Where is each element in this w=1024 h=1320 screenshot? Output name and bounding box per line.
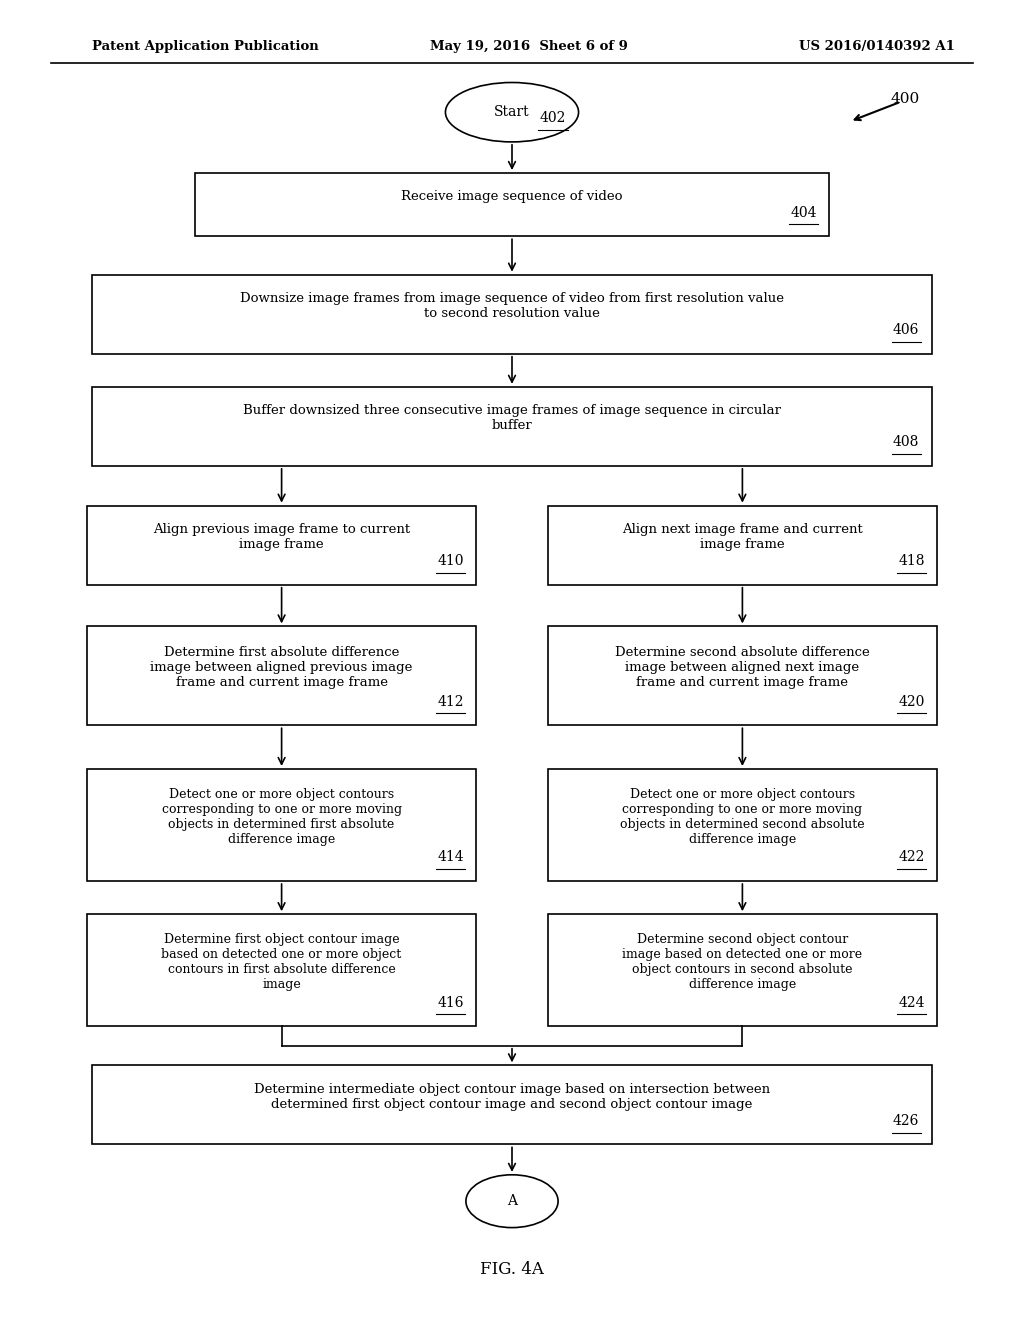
Text: 426: 426 <box>893 1114 920 1127</box>
Text: Determine intermediate object contour image based on intersection between
determ: Determine intermediate object contour im… <box>254 1082 770 1111</box>
Text: 418: 418 <box>898 554 925 568</box>
Text: 414: 414 <box>437 850 464 865</box>
Text: Patent Application Publication: Patent Application Publication <box>92 40 318 53</box>
Text: Align next image frame and current
image frame: Align next image frame and current image… <box>622 523 863 552</box>
Text: 410: 410 <box>437 554 464 568</box>
Text: A: A <box>507 1195 517 1208</box>
Text: 402: 402 <box>540 111 566 125</box>
Text: US 2016/0140392 A1: US 2016/0140392 A1 <box>799 40 954 53</box>
Text: 420: 420 <box>898 694 925 709</box>
Text: Downsize image frames from image sequence of video from first resolution value
t: Downsize image frames from image sequenc… <box>240 292 784 321</box>
Text: May 19, 2016  Sheet 6 of 9: May 19, 2016 Sheet 6 of 9 <box>430 40 628 53</box>
Text: Determine second absolute difference
image between aligned next image
frame and : Determine second absolute difference ima… <box>615 647 869 689</box>
Text: Detect one or more object contours
corresponding to one or more moving
objects i: Detect one or more object contours corre… <box>162 788 401 846</box>
Text: Detect one or more object contours
corresponding to one or more moving
objects i: Detect one or more object contours corre… <box>621 788 864 846</box>
Text: Determine first absolute difference
image between aligned previous image
frame a: Determine first absolute difference imag… <box>151 647 413 689</box>
Text: Buffer downsized three consecutive image frames of image sequence in circular
bu: Buffer downsized three consecutive image… <box>243 404 781 433</box>
Text: Receive image sequence of video: Receive image sequence of video <box>401 190 623 203</box>
Text: 400: 400 <box>891 92 921 106</box>
Text: 412: 412 <box>437 694 464 709</box>
Text: 408: 408 <box>893 436 920 449</box>
Text: Start: Start <box>495 106 529 119</box>
Text: Align previous image frame to current
image frame: Align previous image frame to current im… <box>153 523 411 552</box>
Text: 416: 416 <box>437 995 464 1010</box>
Text: Determine second object contour
image based on detected one or more
object conto: Determine second object contour image ba… <box>623 933 862 991</box>
Text: Determine first object contour image
based on detected one or more object
contou: Determine first object contour image bas… <box>162 933 401 991</box>
Text: 404: 404 <box>791 206 817 219</box>
Text: 422: 422 <box>898 850 925 865</box>
Text: 406: 406 <box>893 323 920 337</box>
Text: FIG. 4A: FIG. 4A <box>480 1262 544 1278</box>
Text: 424: 424 <box>898 995 925 1010</box>
